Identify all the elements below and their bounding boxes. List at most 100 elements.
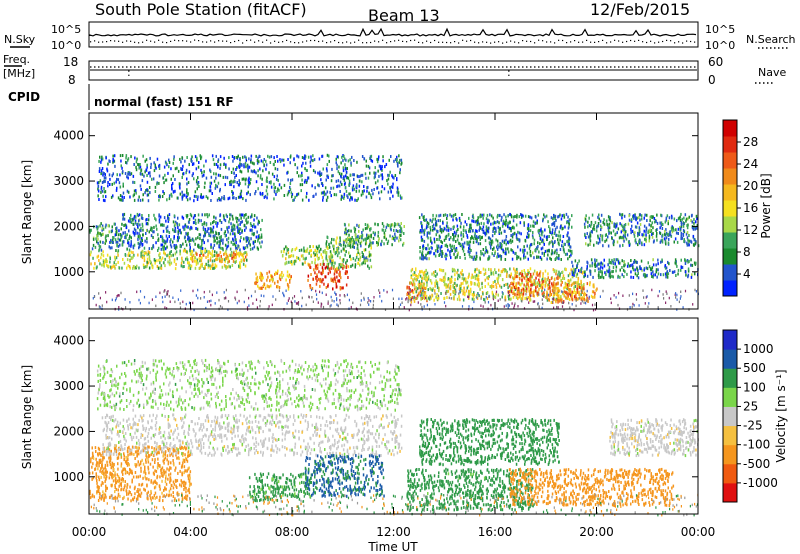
scatter-mark — [364, 172, 367, 176]
scatter-mark — [214, 239, 216, 243]
scatter-mark — [158, 220, 161, 224]
scatter-mark — [315, 251, 318, 255]
scatter-mark — [596, 224, 598, 228]
scatter-mark — [259, 155, 261, 158]
scatter-mark — [372, 241, 374, 245]
nsearch-point — [498, 41, 500, 43]
scatter-mark — [557, 215, 559, 219]
scatter-mark — [373, 188, 375, 191]
nsearch-point — [254, 41, 256, 43]
scatter-mark — [126, 247, 128, 251]
scatter-mark — [356, 238, 358, 242]
scatter-mark — [135, 168, 138, 172]
scatter-mark — [362, 228, 364, 232]
scatter-mark — [346, 259, 348, 263]
scatter-mark — [563, 290, 566, 294]
scatter-mark — [601, 234, 604, 238]
scatter-mark — [240, 258, 242, 262]
scatter-mark — [193, 259, 196, 263]
scatter-mark — [497, 279, 499, 283]
scatter-mark — [158, 258, 160, 262]
scatter-mark — [557, 295, 559, 298]
scatter-mark — [372, 231, 375, 235]
scatter-mark — [427, 225, 429, 228]
scatter-mark — [235, 241, 237, 244]
nsearch-point — [410, 39, 412, 42]
scatter-mark — [99, 179, 102, 183]
scatter-mark — [533, 281, 536, 285]
scatter-mark — [513, 267, 515, 271]
scatter-mark — [312, 154, 314, 158]
scatter-mark — [98, 244, 100, 248]
scatter-mark — [128, 237, 130, 241]
scatter-mark — [436, 247, 439, 251]
scatter-mark — [468, 252, 471, 256]
scatter-mark — [270, 277, 273, 281]
scatter-mark — [412, 273, 414, 277]
scatter-mark — [102, 259, 105, 263]
scatter-mark — [223, 232, 226, 235]
scatter-mark — [664, 232, 666, 236]
scatter-mark — [225, 233, 227, 237]
scatter-mark — [343, 241, 345, 245]
scatter-mark — [388, 173, 390, 177]
scatter-mark — [266, 196, 268, 200]
scatter-mark — [128, 244, 130, 248]
nsearch-point — [234, 40, 236, 43]
scatter-mark — [187, 266, 190, 270]
scatter-mark — [567, 243, 570, 247]
scatter-mark — [240, 253, 243, 257]
scatter-mark — [687, 217, 689, 221]
scatter-mark — [108, 224, 110, 228]
scatter-mark — [364, 248, 367, 252]
scatter-mark — [476, 296, 479, 300]
scatter-mark — [101, 157, 104, 161]
scatter-mark — [142, 198, 144, 202]
scatter-mark — [538, 272, 541, 276]
scatter-mark — [612, 266, 615, 269]
scatter-mark — [189, 252, 192, 256]
scatter-mark — [655, 229, 657, 232]
scatter-mark — [328, 245, 331, 249]
scatter-mark — [571, 298, 574, 302]
scatter-mark — [93, 266, 95, 270]
scatter-mark — [500, 285, 503, 289]
scatter-mark — [497, 273, 500, 277]
scatter-mark — [541, 278, 543, 282]
scatter-mark — [656, 238, 658, 242]
scatter-mark — [450, 256, 452, 260]
scatter-mark — [441, 241, 443, 245]
scatter-mark — [270, 181, 272, 185]
scatter-mark — [345, 261, 347, 265]
scatter-mark — [517, 291, 519, 295]
scatter-mark — [213, 266, 216, 270]
scatter-mark — [323, 262, 325, 266]
scatter-mark — [619, 244, 621, 248]
scatter-mark — [274, 160, 276, 163]
scatter-mark — [441, 252, 444, 255]
scatter-mark — [334, 276, 336, 280]
scatter-mark — [101, 155, 103, 159]
scatter-mark — [413, 287, 416, 291]
scatter-mark — [456, 255, 458, 259]
scatter-mark — [113, 265, 116, 269]
scatter-mark — [166, 229, 168, 233]
scatter-mark — [461, 289, 463, 293]
scatter-mark — [263, 283, 266, 286]
scatter-mark — [207, 227, 209, 231]
scatter-mark — [103, 176, 106, 180]
scatter-mark — [107, 234, 109, 238]
scatter-mark — [526, 231, 529, 235]
scatter-mark — [102, 180, 105, 184]
scatter-mark — [369, 234, 371, 238]
scatter-mark — [168, 255, 171, 259]
scatter-mark — [552, 244, 554, 248]
scatter-mark — [601, 262, 604, 266]
scatter-mark — [200, 168, 202, 172]
scatter-mark — [458, 295, 460, 299]
scatter-mark — [492, 230, 494, 233]
scatter-mark — [207, 239, 209, 243]
scatter-mark — [248, 239, 251, 243]
scatter-mark — [247, 169, 249, 173]
scatter-mark — [619, 261, 621, 265]
